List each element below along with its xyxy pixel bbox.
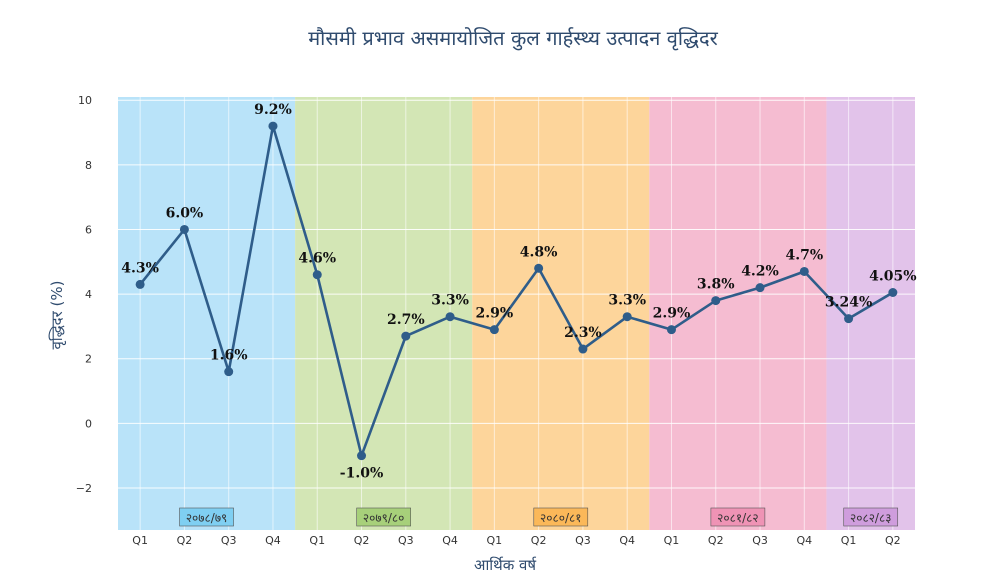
y-axis-ticks: −2 0 2 4 6 8 10 bbox=[76, 94, 92, 495]
fiscal-year-band bbox=[826, 97, 915, 530]
data-label: 4.05% bbox=[869, 268, 916, 284]
data-label: -1.0% bbox=[340, 466, 383, 482]
x-tick-label: Q3 bbox=[221, 534, 237, 547]
x-tick-label: Q1 bbox=[664, 534, 680, 547]
data-label: 3.3% bbox=[431, 293, 469, 309]
fiscal-year-label: २०७९/८० bbox=[363, 511, 404, 525]
y-tick-label: 0 bbox=[85, 417, 92, 430]
x-tick-label: Q4 bbox=[442, 534, 458, 547]
fiscal-year-label: २०८०/८१ bbox=[540, 511, 581, 525]
data-label: 4.3% bbox=[121, 260, 159, 276]
y-tick-label: 6 bbox=[85, 223, 92, 236]
data-label: 3.8% bbox=[697, 277, 735, 293]
data-point bbox=[666, 325, 676, 335]
data-label: 6.0% bbox=[166, 205, 204, 221]
x-tick-label: Q4 bbox=[265, 534, 281, 547]
x-tick-label: Q1 bbox=[132, 534, 148, 547]
x-tick-label: Q4 bbox=[619, 534, 635, 547]
data-point bbox=[224, 367, 234, 377]
fiscal-year-tag bbox=[179, 507, 234, 527]
series-line bbox=[139, 124, 894, 457]
data-label: 3.24% bbox=[825, 295, 872, 311]
fiscal-year-bands bbox=[118, 97, 915, 530]
x-tick-label: Q3 bbox=[575, 534, 591, 547]
data-label: 2.9% bbox=[653, 306, 691, 322]
y-tick-label: 4 bbox=[85, 288, 92, 301]
data-label: 1.6% bbox=[210, 348, 248, 364]
data-point bbox=[312, 270, 322, 280]
x-tick-label: Q1 bbox=[309, 534, 325, 547]
data-point bbox=[179, 224, 189, 234]
fiscal-year-label: २०७८/७९ bbox=[186, 511, 227, 525]
x-tick-label: Q1 bbox=[841, 534, 857, 547]
fiscal-year-label: २०८२/८३ bbox=[850, 511, 891, 525]
fiscal-year-tag bbox=[843, 507, 899, 527]
data-label: 4.6% bbox=[298, 251, 336, 267]
data-point bbox=[755, 283, 765, 293]
fiscal-year-band bbox=[295, 97, 473, 530]
data-point bbox=[888, 287, 898, 297]
data-point bbox=[357, 451, 367, 461]
data-label: 2.7% bbox=[387, 312, 425, 328]
data-point bbox=[534, 263, 544, 273]
x-tick-label: Q3 bbox=[752, 534, 768, 547]
data-label: 4.2% bbox=[741, 264, 779, 280]
fiscal-year-tag bbox=[533, 507, 589, 527]
y-tick-label: 10 bbox=[78, 94, 92, 107]
growth-series: 4.3% 6.0% 1.6% 9.2% 4.6% -1.0% 2.7% 3.3% 2.9% 4.8… bbox=[121, 102, 916, 482]
data-point bbox=[268, 121, 278, 131]
data-point bbox=[799, 266, 809, 276]
data-label: 4.8% bbox=[520, 244, 558, 260]
fiscal-year-band bbox=[118, 97, 296, 530]
data-point bbox=[622, 312, 632, 322]
y-tick-label: −2 bbox=[76, 482, 92, 495]
data-label: 2.3% bbox=[564, 325, 602, 341]
data-point bbox=[711, 296, 721, 306]
x-tick-label: Q2 bbox=[354, 534, 370, 547]
x-axis-title: आर्थिक वर्ष bbox=[474, 556, 537, 574]
x-tick-label: Q4 bbox=[796, 534, 812, 547]
data-point bbox=[401, 331, 411, 341]
data-label: 2.9% bbox=[476, 306, 514, 322]
data-point bbox=[445, 312, 455, 322]
x-tick-label: Q2 bbox=[708, 534, 724, 547]
data-label: 4.7% bbox=[785, 247, 823, 263]
y-tick-label: 2 bbox=[85, 353, 92, 366]
x-axis-ticks: Q1 Q2 Q3 Q4 Q1 Q2 Q3 Q4 Q1 Q2 Q3 Q4 Q1 Q2 Q3 Q4 Q1 Q2 bbox=[132, 534, 900, 547]
data-point bbox=[489, 325, 499, 335]
data-point bbox=[578, 344, 588, 354]
x-tick-label: Q3 bbox=[398, 534, 414, 547]
data-point bbox=[844, 314, 854, 324]
fiscal-year-tag bbox=[710, 507, 766, 527]
data-label: 9.2% bbox=[254, 102, 292, 118]
data-point bbox=[135, 279, 145, 289]
x-tick-label: Q1 bbox=[487, 534, 503, 547]
fiscal-year-labels: २०७८/७९ २०७९/८० २०८०/८१ २०८१/८२ २०८२/८३ bbox=[179, 507, 899, 527]
fiscal-year-label: २०८१/८२ bbox=[717, 511, 758, 525]
y-tick-label: 8 bbox=[85, 159, 92, 172]
fiscal-year-band bbox=[649, 97, 827, 530]
x-tick-label: Q2 bbox=[177, 534, 193, 547]
fiscal-year-band bbox=[472, 97, 650, 530]
chart-title: मौसमी प्रभाव असमायोजित कुल गार्हस्थ्य उत… bbox=[308, 26, 718, 51]
x-tick-label: Q2 bbox=[885, 534, 901, 547]
x-tick-label: Q2 bbox=[531, 534, 547, 547]
data-label: 3.3% bbox=[608, 293, 646, 309]
fiscal-year-tag bbox=[356, 507, 411, 527]
y-axis-title: वृद्धिदर (%) bbox=[48, 280, 67, 349]
